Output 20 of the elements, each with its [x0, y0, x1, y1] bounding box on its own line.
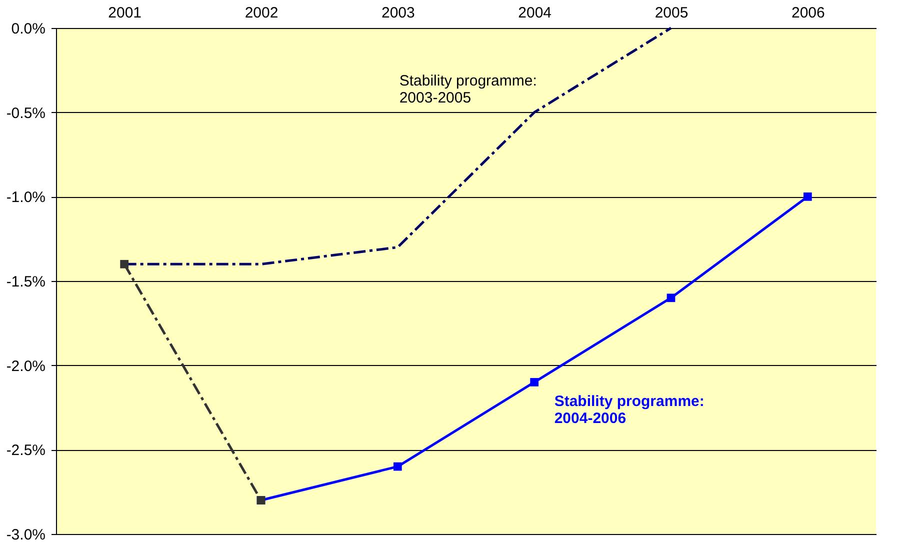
x-tick-label: 2003: [381, 4, 415, 22]
x-tick-label: 2004: [518, 4, 552, 22]
series-label: Stability programme: 2003-2005: [399, 72, 537, 106]
y-tick-label: -2.0%: [6, 358, 46, 375]
y-tick-label: -0.5%: [6, 104, 46, 122]
point: [393, 462, 402, 471]
point: [530, 378, 539, 386]
point: [803, 192, 812, 201]
y-tick-label: -1.5%: [6, 274, 46, 290]
point: [666, 294, 676, 302]
y-tick-label: 0.0%: [11, 20, 46, 38]
y-tick-label: -3.0%: [6, 526, 46, 544]
x-tick-label: 2005: [654, 4, 688, 22]
series-label: Stability programme: 2004-2006: [554, 393, 704, 428]
y-tick-label: -1.0%: [6, 189, 46, 206]
x-tick-label: 2006: [791, 4, 825, 22]
y-tick-label: -2.5%: [6, 442, 46, 460]
x-tick-label: 2002: [244, 4, 278, 22]
point: [120, 260, 129, 268]
x-tick-label: 2001: [108, 4, 142, 22]
